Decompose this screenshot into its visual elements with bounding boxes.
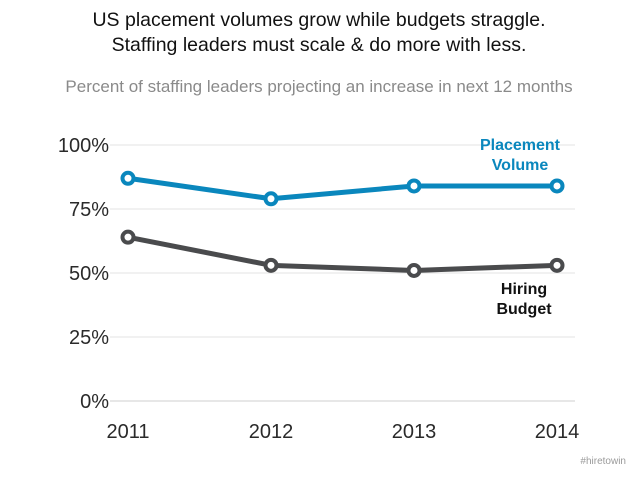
x-tick-label: 2012	[249, 421, 294, 443]
series-label: Placement Volume	[480, 137, 561, 174]
chart-title-line-1: US placement volumes grow while budgets …	[92, 9, 546, 31]
series-label-line: Budget	[496, 301, 552, 318]
series-point	[120, 170, 136, 186]
y-tick-label: 0%	[80, 391, 109, 413]
series-point	[406, 262, 422, 278]
series-point	[549, 257, 565, 273]
chart-subtitle: Percent of staffing leaders projecting a…	[65, 77, 573, 96]
series-label-line: Placement	[480, 137, 561, 154]
x-tick-label: 2013	[392, 421, 437, 443]
series-label-line: Hiring	[501, 281, 547, 298]
series-point	[263, 191, 279, 207]
chart-title-line-2: Staffing leaders must scale & do more wi…	[111, 34, 527, 56]
hashtag-watermark: #hiretowin	[580, 456, 626, 467]
series-point	[263, 257, 279, 273]
series-point	[120, 229, 136, 245]
series-label-line: Volume	[492, 157, 549, 174]
series-line	[125, 234, 560, 273]
x-tick-label: 2011	[106, 421, 149, 443]
series-point	[549, 178, 565, 194]
y-tick-label: 50%	[69, 263, 109, 285]
series-point	[406, 178, 422, 194]
x-tick-label: 2014	[535, 421, 580, 443]
series-line	[125, 175, 560, 202]
y-tick-label: 25%	[69, 327, 109, 349]
chart-title: US placement volumes grow while budgets …	[0, 8, 638, 58]
series-label: Hiring Budget	[496, 281, 552, 318]
y-tick-label: 100%	[58, 135, 109, 157]
y-tick-label: 75%	[69, 199, 109, 221]
